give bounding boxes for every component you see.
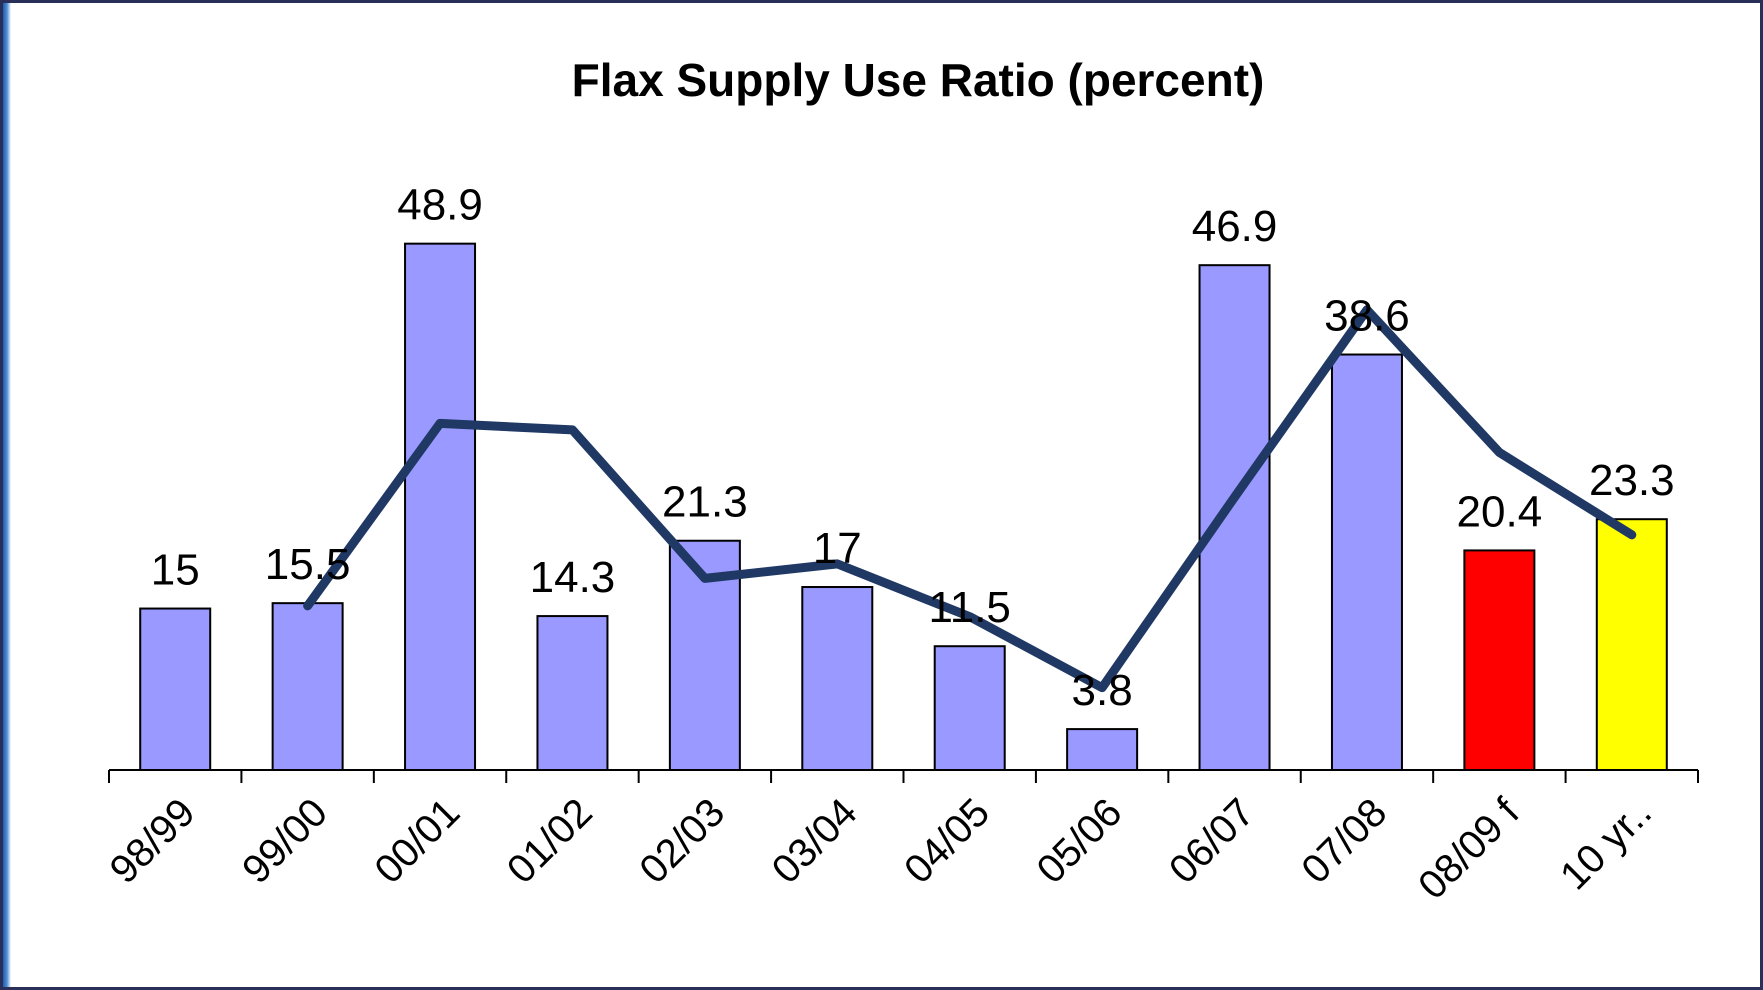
data-label-11: 20.4	[1457, 487, 1543, 536]
bar-8	[1066, 728, 1139, 772]
x-tick-label-7: 04/05	[896, 790, 998, 892]
bar-2	[271, 602, 344, 771]
trend-line	[303, 305, 1637, 693]
bar-12	[1595, 518, 1668, 771]
bar-6	[801, 586, 874, 771]
x-tick-label-4: 01/02	[499, 790, 601, 892]
bar-3	[404, 242, 477, 771]
x-tick-label-9: 06/07	[1161, 790, 1263, 892]
data-label-10: 38.6	[1324, 292, 1410, 341]
x-tick-label-8: 05/06	[1029, 790, 1131, 892]
bar-10	[1330, 353, 1403, 771]
x-tick-label-11: 08/09 f	[1410, 790, 1528, 908]
data-label-8: 3.8	[1072, 666, 1133, 715]
window-edge	[3, 3, 11, 987]
x-tick-label-12: 10 yr..	[1552, 790, 1660, 898]
x-tick-label-2: 99/00	[234, 790, 336, 892]
data-label-5: 21.3	[662, 478, 748, 527]
x-axis	[108, 769, 1699, 783]
line-layer	[303, 305, 1637, 693]
data-label-4: 14.3	[530, 553, 616, 602]
x-tick-label-6: 03/04	[764, 790, 866, 892]
data-label-9: 46.9	[1192, 202, 1278, 251]
x-tick-label-10: 07/08	[1293, 790, 1395, 892]
data-label-3: 48.9	[397, 181, 483, 230]
bar-4	[536, 615, 609, 772]
bar-7	[933, 645, 1006, 772]
data-labels-layer: 15 15.5 48.9 14.3 21.3 17 11.5 3.8 46.9 38.6 20.4 2…	[151, 181, 1675, 715]
chart-title: Flax Supply Use Ratio (percent)	[572, 54, 1265, 106]
data-label-2: 15.5	[265, 540, 351, 589]
bars-layer	[139, 242, 1668, 772]
x-tick-labels: 98/99 99/00 00/01 01/02 02/03 03/04 04/05 05/06…	[102, 790, 1660, 908]
x-tick-label-5: 02/03	[631, 790, 733, 892]
data-label-6: 17	[813, 524, 862, 573]
chart-area: Flax Supply Use Ratio (percent) 15 15.5 48…	[102, 54, 1699, 908]
x-tick-label-3: 00/01	[367, 790, 469, 892]
bar-1	[139, 607, 212, 772]
data-label-7: 11.5	[929, 583, 1011, 632]
x-tick-label-1: 98/99	[102, 790, 204, 892]
bar-11	[1463, 549, 1536, 771]
data-label-1: 15	[151, 546, 200, 595]
bar-9	[1198, 264, 1271, 771]
data-label-12: 23.3	[1589, 456, 1675, 505]
